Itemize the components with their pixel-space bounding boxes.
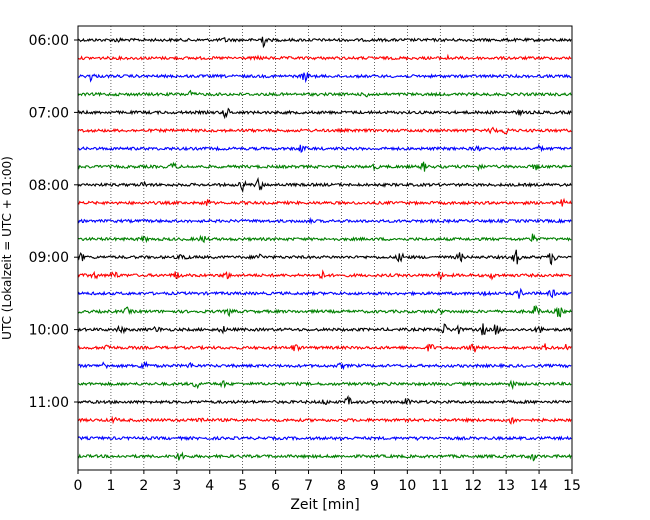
x-tick-label: 10 — [398, 478, 416, 494]
trace-1130 — [77, 435, 572, 442]
x-tick-label: 5 — [238, 478, 247, 494]
trace-0815 — [77, 197, 572, 207]
x-axis: 0 1 2 3 4 5 6 7 8 9 10 11 12 13 14 15 — [74, 470, 581, 494]
x-tick-label: 15 — [563, 478, 581, 494]
x-tick-label: 4 — [205, 478, 214, 494]
plot-frame — [77, 25, 573, 471]
y-tick-label: 09:00 — [29, 250, 69, 266]
x-tick-label: 0 — [74, 478, 83, 494]
trace-0745 — [77, 161, 572, 172]
y-axis-label: UTC (Lokalzeit = UTC + 01:00) — [0, 156, 14, 340]
trace-1030 — [77, 360, 572, 371]
y-axis: 06:00 07:00 08:00 09:00 10:00 11:00 — [29, 33, 78, 411]
y-tick-label: 08:00 — [29, 178, 69, 194]
x-tick-label: 11 — [431, 478, 449, 494]
x-tick-label: 12 — [464, 478, 482, 494]
trace-1015 — [77, 343, 572, 353]
y-tick-label: 10:00 — [29, 323, 69, 339]
x-tick-label: 8 — [337, 478, 346, 494]
trace-0915 — [77, 269, 572, 281]
trace-0645 — [77, 89, 572, 98]
trace-layer — [77, 36, 572, 462]
y-tick-label: 07:00 — [29, 105, 69, 121]
x-axis-label: Zeit [min] — [290, 497, 359, 513]
x-tick-label: 14 — [530, 478, 548, 494]
trace-1000 — [77, 323, 572, 336]
x-tick-label: 1 — [106, 478, 115, 494]
trace-0900 — [77, 249, 572, 266]
trace-0845 — [77, 233, 572, 244]
trace-0600 — [77, 36, 572, 49]
x-tick-label: 7 — [304, 478, 313, 494]
trace-0700 — [77, 107, 572, 120]
y-tick-label: 06:00 — [29, 33, 69, 49]
trace-0630 — [77, 72, 572, 84]
grid-lines — [110, 26, 540, 470]
trace-0715 — [77, 126, 572, 135]
trace-0830 — [77, 216, 572, 225]
trace-0945 — [77, 304, 572, 318]
trace-1115 — [77, 415, 572, 425]
trace-1145 — [77, 451, 572, 462]
x-tick-label: 2 — [139, 478, 148, 494]
x-tick-label: 13 — [497, 478, 515, 494]
x-tick-label: 9 — [370, 478, 379, 494]
trace-0615 — [77, 53, 572, 62]
x-tick-label: 3 — [172, 478, 181, 494]
trace-0930 — [77, 287, 572, 299]
y-tick-label: 11:00 — [29, 395, 69, 411]
trace-1100 — [77, 394, 572, 406]
trace-1045 — [77, 379, 572, 391]
trace-0730 — [77, 143, 572, 154]
trace-0800 — [77, 176, 572, 193]
x-tick-label: 6 — [271, 478, 280, 494]
